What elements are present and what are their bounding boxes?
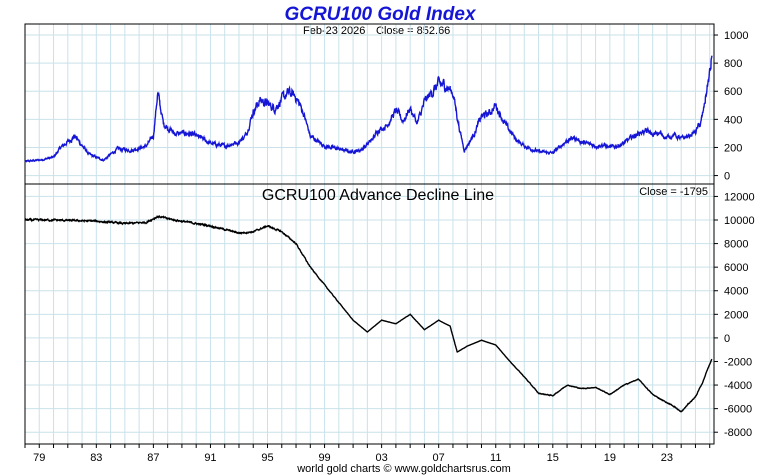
bottom-y-tick-label: 6000 bbox=[724, 262, 748, 274]
bottom-y-tick-label: 4000 bbox=[724, 286, 748, 298]
ad-line-title: GCRU100 Advance Decline Line bbox=[262, 187, 494, 204]
bottom-y-tick-label: 8000 bbox=[724, 239, 748, 251]
top-y-tick-label: 1000 bbox=[724, 30, 748, 42]
x-tick-label: 15 bbox=[547, 452, 559, 464]
bottom-y-axis: -8000 -6000 -4000 -2000 0 2000 4000 6000 8000 100… bbox=[714, 191, 755, 439]
bottom-y-tick-label: -2000 bbox=[724, 356, 752, 368]
bottom-y-tick-label: 2000 bbox=[724, 309, 748, 321]
x-tick-label: 91 bbox=[204, 452, 216, 464]
footer-credit: world gold charts © www.goldchartsrus.co… bbox=[296, 463, 511, 475]
top-date: Feb-23 2026 bbox=[303, 25, 365, 37]
top-y-tick-label: 800 bbox=[724, 58, 742, 70]
x-tick-label: 19 bbox=[604, 452, 616, 464]
top-y-axis: 0 200 400 600 800 1000 bbox=[714, 30, 748, 183]
x-tick-label: 11 bbox=[490, 452, 501, 464]
x-tick-label: 87 bbox=[147, 452, 159, 464]
bottom-y-tick-label: -4000 bbox=[724, 380, 752, 392]
bottom-y-tick-label: 10000 bbox=[724, 215, 755, 227]
top-y-tick-label: 0 bbox=[724, 171, 730, 183]
bottom-close: Close = -1795 bbox=[639, 186, 708, 198]
x-tick-label: 99 bbox=[318, 452, 330, 464]
gold-index-line bbox=[24, 55, 713, 163]
top-gridlines bbox=[24, 24, 714, 184]
bottom-y-tick-label: 12000 bbox=[724, 191, 755, 203]
top-y-tick-label: 600 bbox=[724, 86, 742, 98]
x-tick-label: 83 bbox=[90, 452, 102, 464]
plot-frame bbox=[24, 23, 715, 445]
top-y-tick-label: 200 bbox=[724, 142, 742, 154]
x-tick-label: 23 bbox=[661, 452, 673, 464]
x-tick-label: 07 bbox=[433, 452, 445, 464]
top-close: Close = 852.66 bbox=[376, 25, 450, 37]
top-y-tick-label: 400 bbox=[724, 114, 742, 126]
x-tick-label: 03 bbox=[376, 452, 388, 464]
x-tick-label: 95 bbox=[261, 452, 273, 464]
bottom-y-tick-label: -6000 bbox=[724, 404, 752, 416]
bottom-y-tick-label: 0 bbox=[724, 333, 730, 345]
advance-decline-line bbox=[24, 214, 713, 413]
bottom-y-tick-label: -8000 bbox=[724, 427, 752, 439]
chart-title: GCRU100 Gold Index bbox=[284, 4, 477, 25]
x-axis: 79 83 87 91 95 99 03 07 11 15 19 23 bbox=[24, 444, 711, 464]
x-tick-label: 79 bbox=[33, 452, 45, 464]
